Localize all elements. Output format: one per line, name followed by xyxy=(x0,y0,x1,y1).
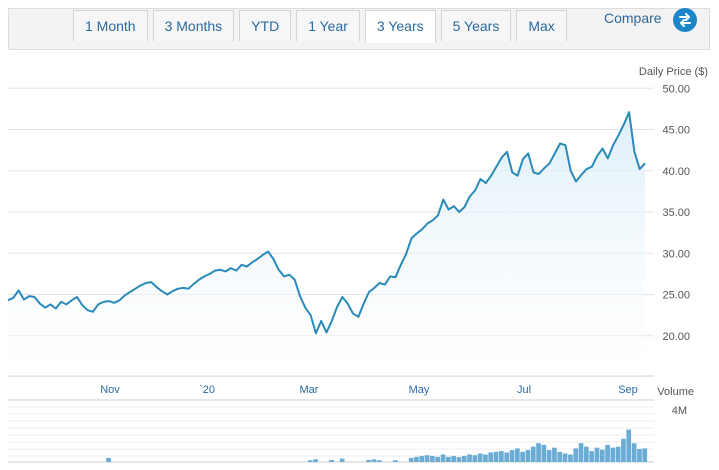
volume-bar xyxy=(440,454,446,462)
tab-1-month[interactable]: 1 Month xyxy=(73,10,148,41)
volume-bar xyxy=(515,448,520,462)
tab-3-years[interactable]: 3 Years xyxy=(364,10,436,43)
volume-label: Volume xyxy=(657,386,694,398)
volume-bar xyxy=(541,444,547,462)
volume-bar xyxy=(573,448,579,462)
volume-bar xyxy=(642,448,648,462)
volume-tick-label: 4M xyxy=(672,405,687,417)
volume-bar xyxy=(552,447,557,462)
volume-bar xyxy=(377,460,382,462)
x-tick-label: `20 xyxy=(199,384,215,396)
x-tick-label: Nov xyxy=(100,384,120,396)
volume-bar xyxy=(446,456,451,462)
volume-bar xyxy=(594,447,600,462)
volume-bar xyxy=(424,455,430,462)
volume-bar xyxy=(605,444,610,462)
y-tick-label: 20.00 xyxy=(662,331,690,343)
volume-bar xyxy=(626,429,632,462)
volume-bar xyxy=(313,459,318,462)
y-axis-label: Daily Price ($) xyxy=(639,66,708,78)
x-tick-label: Jul xyxy=(517,384,531,396)
tab-5-years[interactable]: 5 Years xyxy=(440,10,512,41)
y-tick-label: 30.00 xyxy=(662,248,690,260)
y-tick-label: 40.00 xyxy=(662,166,690,178)
volume-bar xyxy=(488,452,494,462)
volume-bar xyxy=(493,451,499,462)
volume-bar xyxy=(477,453,483,462)
volume-bar xyxy=(472,455,478,462)
volume-bar xyxy=(504,452,510,462)
volume-bar xyxy=(568,454,573,462)
price-line xyxy=(7,111,646,335)
volume-bar xyxy=(430,455,435,462)
volume-bar xyxy=(106,457,111,462)
x-tick-label: Sep xyxy=(618,384,638,396)
volume-bar xyxy=(509,450,515,462)
tab-1-year[interactable]: 1 Year xyxy=(296,10,360,41)
volume-bar xyxy=(520,451,525,462)
volume-bar xyxy=(562,453,568,462)
volume-bar xyxy=(610,447,616,462)
volume-bar xyxy=(615,446,621,462)
volume-bar xyxy=(584,446,589,462)
y-tick-label: 35.00 xyxy=(662,207,690,219)
swap-arrows-icon[interactable] xyxy=(673,8,697,32)
volume-bar xyxy=(435,456,440,462)
volume-bar xyxy=(525,450,531,462)
volume-bar xyxy=(546,450,552,462)
volume-bar xyxy=(621,438,626,462)
volume-bar xyxy=(392,460,398,462)
range-tabs: 1 Month 3 Months YTD 1 Year 3 Years 5 Years Ma… xyxy=(73,10,572,43)
volume-bar xyxy=(451,455,456,462)
tab-ytd[interactable]: YTD xyxy=(239,10,292,41)
volume-bar xyxy=(408,457,414,462)
volume-bar xyxy=(339,458,345,462)
tab-3-months[interactable]: 3 Months xyxy=(152,10,235,41)
volume-bar xyxy=(499,451,504,462)
volume-bar xyxy=(578,443,584,462)
volume-bar xyxy=(536,443,541,462)
volume-bar xyxy=(461,455,467,462)
volume-bar xyxy=(589,451,594,462)
volume-bar xyxy=(307,460,313,462)
compare-button-label[interactable]: Compare xyxy=(604,10,662,26)
volume-bar xyxy=(631,443,637,462)
x-tick-label: Mar xyxy=(300,384,319,396)
y-tick-label: 50.00 xyxy=(662,83,690,95)
price-area xyxy=(8,112,645,376)
volume-bar xyxy=(419,455,425,462)
volume-bar xyxy=(456,457,462,462)
volume-bar xyxy=(467,454,472,462)
y-tick-label: 45.00 xyxy=(662,125,690,137)
volume-bar xyxy=(414,456,419,462)
volume-bar xyxy=(483,454,488,462)
volume-bar xyxy=(637,449,642,462)
tab-max[interactable]: Max xyxy=(516,10,567,41)
volume-bar xyxy=(530,446,536,462)
volume-bar xyxy=(371,459,377,462)
y-tick-label: 25.00 xyxy=(662,290,690,302)
volume-bar xyxy=(557,451,563,462)
volume-bar xyxy=(366,460,371,462)
volume-bar xyxy=(599,449,605,462)
x-tick-label: May xyxy=(409,384,430,396)
volume-bar xyxy=(329,460,334,462)
